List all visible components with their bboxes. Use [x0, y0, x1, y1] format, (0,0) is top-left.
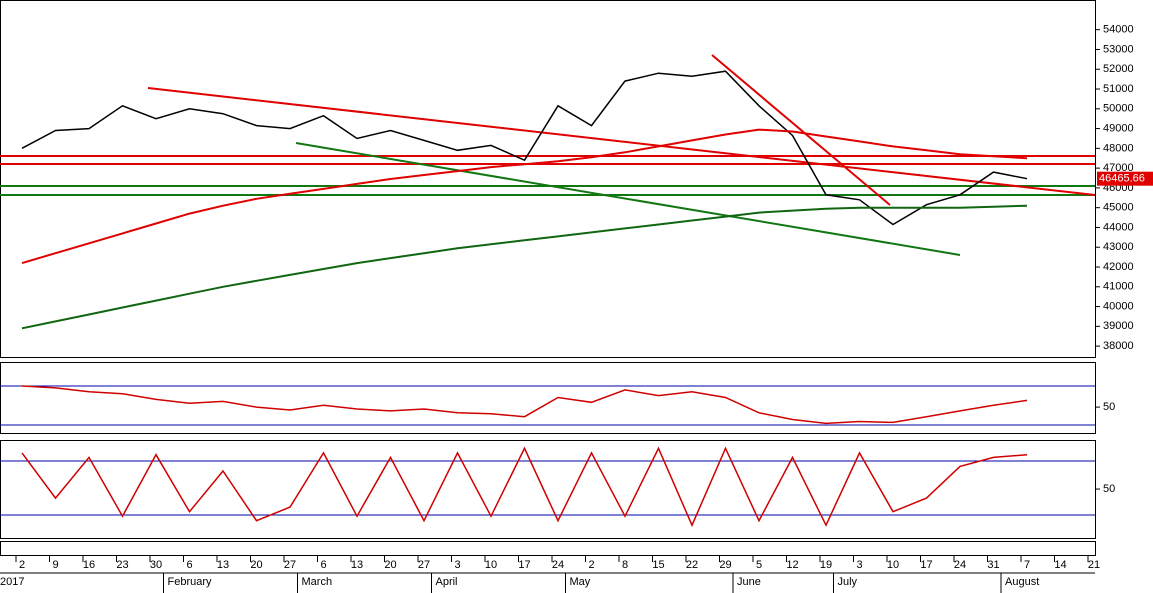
x-tick-label: 13 [217, 559, 229, 571]
trend-line [711, 54, 891, 206]
x-tick-label: 2 [19, 559, 25, 571]
x-tick-label: 27 [284, 559, 296, 571]
y-tick-label: 38000 [1103, 340, 1134, 352]
month-label: June [737, 576, 761, 588]
x-tick-label: 9 [52, 559, 58, 571]
month-label: July [838, 576, 858, 588]
x-tick-label: 19 [820, 559, 832, 571]
x-tick-label: 21 [1088, 559, 1100, 571]
oscillator-panel [0, 362, 1096, 434]
y-tick-label: 50000 [1103, 103, 1134, 115]
x-tick-label: 5 [756, 559, 762, 571]
y-tick-label: 54000 [1103, 24, 1134, 36]
x-tick-label: 17 [920, 559, 932, 571]
x-tick-label: 7 [1024, 559, 1030, 571]
x-tick-label: 2 [588, 559, 594, 571]
series-line [21, 204, 1028, 330]
volume-panel [0, 541, 1096, 556]
last-price-box [1097, 171, 1153, 186]
y-tick-label: 47000 [1103, 162, 1134, 174]
month-label: April [436, 576, 458, 588]
x-tick-label: 29 [719, 559, 731, 571]
month-label: May [570, 576, 591, 588]
x-tick-label: 30 [150, 559, 162, 571]
last-price-label: 46465.66 [1099, 173, 1145, 185]
x-tick-label: 10 [887, 559, 899, 571]
x-tick-label: 8 [622, 559, 628, 571]
x-tick-label: 3 [454, 559, 460, 571]
y-tick-label: 43000 [1103, 241, 1134, 253]
x-tick-label: 6 [320, 559, 326, 571]
x-tick-label: 24 [954, 559, 966, 571]
x-tick-label: 24 [552, 559, 564, 571]
month-label: 2017 [0, 576, 24, 588]
y-tick-label: 52000 [1103, 63, 1134, 75]
x-tick-label: 23 [116, 559, 128, 571]
x-tick-label: 15 [652, 559, 664, 571]
month-label: August [1005, 576, 1039, 588]
y-tick-label: 49000 [1103, 122, 1134, 134]
y-tick-label: 48000 [1103, 142, 1134, 154]
series-line [21, 128, 1028, 265]
y-tick-label: 51000 [1103, 83, 1134, 95]
x-tick-label: 31 [987, 559, 999, 571]
series-line [21, 70, 1028, 226]
y-tick-label: 44000 [1103, 221, 1134, 233]
x-tick-label: 17 [518, 559, 530, 571]
series-line [21, 385, 1028, 425]
month-label: March [302, 576, 333, 588]
y-tick-label: 45000 [1103, 202, 1134, 214]
trend-line [295, 142, 961, 256]
trend-line [147, 87, 1096, 196]
month-label: February [168, 576, 213, 588]
x-tick-label: 14 [1054, 559, 1066, 571]
price-panel [0, 0, 1096, 358]
x-tick-label: 16 [83, 559, 95, 571]
y-tick-label: 53000 [1103, 43, 1134, 55]
x-tick-label: 20 [250, 559, 262, 571]
x-tick-label: 10 [485, 559, 497, 571]
series-line [21, 446, 1028, 528]
x-tick-label: 22 [686, 559, 698, 571]
y-tick-label: 40000 [1103, 300, 1134, 312]
y-tick-label: 50 [1103, 401, 1115, 413]
x-tick-label: 12 [786, 559, 798, 571]
y-tick-label: 39000 [1103, 320, 1134, 332]
y-tick-label: 41000 [1103, 281, 1134, 293]
x-tick-label: 13 [351, 559, 363, 571]
y-tick-label: 42000 [1103, 261, 1134, 273]
x-tick-label: 27 [418, 559, 430, 571]
x-tick-label: 6 [186, 559, 192, 571]
y-tick-label: 50 [1103, 483, 1115, 495]
x-tick-label: 3 [856, 559, 862, 571]
x-tick-label: 20 [384, 559, 396, 571]
